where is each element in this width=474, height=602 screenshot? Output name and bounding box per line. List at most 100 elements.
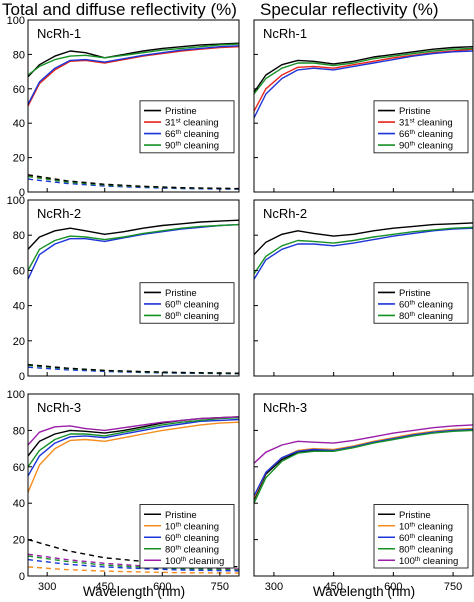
series-line	[254, 424, 473, 464]
legend-ordinal-suffix: th	[176, 140, 182, 147]
legend-entry: 31st cleaning	[165, 117, 219, 129]
legend-ordinal: 60	[399, 299, 410, 310]
y-tick-label: 100	[7, 15, 25, 27]
legend-rest: cleaning	[420, 556, 458, 567]
series-line	[28, 223, 239, 271]
x-axis-label-right: Wavelength (nm)	[313, 584, 415, 599]
plot-frame	[253, 19, 474, 193]
x-tick-label: 750	[444, 581, 462, 593]
panel-label: NcRh-3	[37, 400, 81, 415]
x-tick-label: 450	[324, 581, 342, 593]
legend-ordinal-suffix: th	[410, 299, 416, 306]
y-tick-label: 0	[19, 371, 25, 383]
legend-ordinal-suffix: th	[410, 310, 416, 317]
legend-entry: 10th cleaning	[165, 521, 219, 533]
legend-box	[373, 504, 469, 569]
x-tick-label: 600	[153, 581, 171, 593]
series-line	[254, 227, 473, 280]
y-tick-label: 100	[7, 389, 25, 401]
x-tick-label: 300	[265, 581, 283, 593]
y-tick-label: 60	[13, 84, 25, 96]
series-group	[28, 42, 239, 190]
legend-entry: 100th cleaning	[165, 555, 224, 567]
plot-frame	[27, 199, 240, 377]
y-tick-label: 0	[19, 571, 25, 583]
series-line	[28, 363, 239, 374]
x-tick-label: 450	[96, 581, 114, 593]
legend-rest: cleaning	[181, 141, 219, 152]
legend-rest: cleaning	[415, 129, 453, 140]
series-line	[28, 566, 239, 574]
legend-entry: 60th cleaning	[399, 532, 453, 544]
plot-frame	[27, 393, 240, 577]
legend-ordinal: 80	[399, 311, 410, 322]
legend-ordinal: 10	[399, 521, 410, 532]
legend-rest: cleaning	[415, 311, 453, 322]
panel-label: NcRh-1	[37, 26, 81, 41]
series-line	[254, 429, 473, 504]
legend-ordinal-suffix: th	[410, 521, 416, 528]
series-line	[28, 223, 239, 280]
legend-ordinal: 80	[165, 311, 176, 322]
legend-ordinal: 66	[165, 129, 176, 140]
legend-ordinal-suffix: th	[410, 140, 416, 147]
series-line	[254, 48, 473, 112]
legend-rest: cleaning	[181, 299, 219, 310]
series-line	[254, 222, 473, 256]
legend-ordinal-suffix: th	[176, 310, 182, 317]
legend-rest: cleaning	[181, 544, 219, 555]
legend-entry: 80th cleaning	[399, 310, 453, 322]
legend-entry: 66th cleaning	[399, 129, 453, 141]
legend-rest: cleaning	[415, 533, 453, 544]
legend-entry: Pristine	[399, 288, 431, 299]
legend-rest: cleaning	[186, 556, 224, 567]
y-tick-label: 20	[13, 153, 25, 165]
x-tick-label: 300	[38, 581, 56, 593]
legend-ordinal: 100	[165, 556, 181, 567]
series-line	[28, 46, 239, 107]
legend-rest: cleaning	[181, 118, 219, 129]
y-tick-label: 60	[13, 462, 25, 474]
series-line	[28, 417, 239, 468]
series-line	[28, 219, 239, 250]
legend-entry: Pristine	[165, 288, 197, 299]
series-line	[254, 428, 473, 497]
legend-rest: cleaning	[415, 521, 453, 532]
y-tick-label: 0	[19, 187, 25, 199]
series-group	[254, 222, 473, 280]
legend-ordinal: 90	[165, 141, 176, 152]
right-column-title: Specular reflectivity (%)	[260, 0, 439, 19]
x-axis-label-left: Wavelength (nm)	[83, 584, 185, 599]
series-line	[254, 226, 473, 275]
series-line	[28, 421, 239, 493]
legend-rest: cleaning	[415, 118, 453, 129]
legend-ordinal-suffix: th	[410, 544, 416, 551]
legend-box	[373, 282, 469, 324]
y-tick-label: 20	[13, 535, 25, 547]
legend-entry: 60th cleaning	[165, 532, 219, 544]
legend-ordinal-suffix: th	[176, 544, 182, 551]
series-line	[28, 174, 239, 190]
y-tick-label: 40	[13, 301, 25, 313]
x-tick-label: 750	[211, 581, 229, 593]
panel-label: NcRh-1	[263, 26, 307, 41]
legend-ordinal-suffix: th	[176, 299, 182, 306]
legend-ordinal-suffix: th	[176, 129, 182, 136]
plot-frame	[253, 393, 474, 577]
legend-entry: Pristine	[165, 106, 197, 117]
legend-entry: 60th cleaning	[165, 299, 219, 311]
legend-ordinal: 90	[399, 141, 410, 152]
legend-ordinal: 80	[399, 544, 410, 555]
legend-ordinal: 60	[165, 533, 176, 544]
series-group	[254, 424, 473, 504]
series-line	[254, 46, 473, 93]
